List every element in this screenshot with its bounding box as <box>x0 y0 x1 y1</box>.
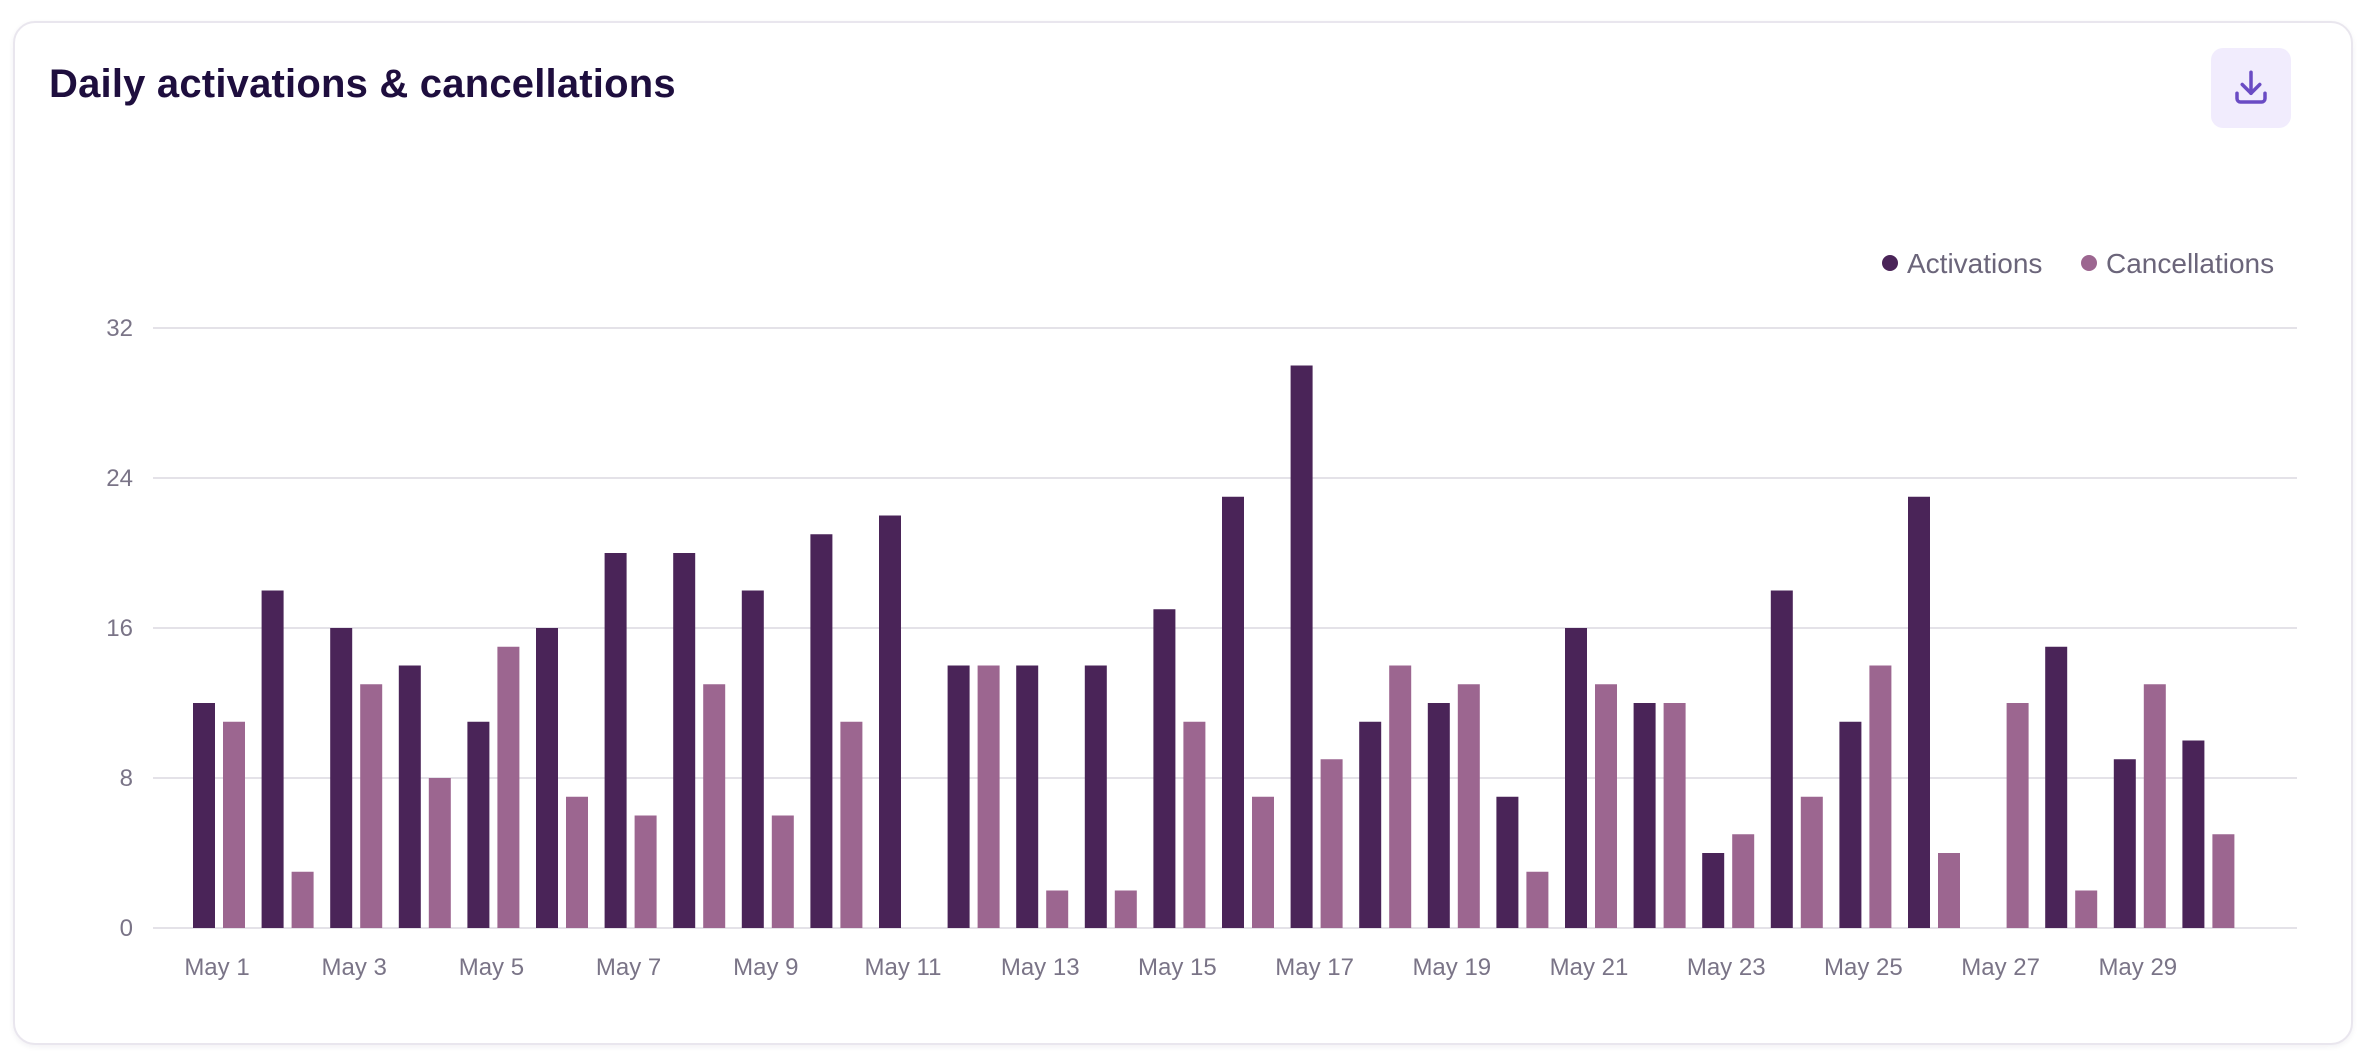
cancellations-bar <box>1046 890 1069 928</box>
x-tick-label: May 21 <box>1550 954 1629 981</box>
activations-bar <box>1016 665 1039 928</box>
activations-bar <box>673 553 696 928</box>
download-icon <box>2235 70 2267 104</box>
activations-bar <box>1427 703 1450 928</box>
cancellations-bar <box>497 646 520 928</box>
activations-bar <box>193 703 215 928</box>
x-tick-label: May 29 <box>2098 954 2177 981</box>
cancellations-bar <box>1252 796 1274 928</box>
activations-bar <box>261 590 284 928</box>
activations-bar <box>330 628 353 928</box>
x-tick-label: May 3 <box>322 954 387 981</box>
x-tick-label: May 25 <box>1824 954 1903 981</box>
cancellations-bar <box>1869 665 1892 928</box>
activations-bar <box>1084 665 1107 928</box>
cancellations-bar <box>2075 890 2098 928</box>
activations-bar <box>947 665 970 928</box>
cancellations-bar <box>1457 684 1480 928</box>
x-tick-label: May 13 <box>1001 954 1080 981</box>
activations-bar <box>741 590 764 928</box>
legend-cancellations-label: Cancellations <box>2106 248 2274 279</box>
cancellations-bar <box>977 665 1000 928</box>
activations-bar <box>2182 740 2205 928</box>
cancellations-bar <box>1800 796 1823 928</box>
cancellations-bar <box>428 778 451 928</box>
download-button[interactable] <box>2211 48 2291 128</box>
cancellations-bar <box>360 684 383 928</box>
cancellations-bar <box>291 871 314 928</box>
activations-bar <box>1908 496 1930 928</box>
x-tick-label: May 9 <box>733 954 798 981</box>
legend-activations-label: Activations <box>1907 248 2042 279</box>
cancellations-bar <box>1732 834 1755 928</box>
activations-bar <box>467 721 490 928</box>
legend-cancellations-marker <box>2081 255 2097 271</box>
activations-bar <box>1770 590 1793 928</box>
x-tick-label: May 19 <box>1412 954 1491 981</box>
cancellations-bar <box>1663 703 1686 928</box>
activations-bar <box>1633 703 1656 928</box>
cancellations-bar <box>634 815 657 928</box>
y-tick-label: 16 <box>106 615 133 642</box>
cancellations-bar <box>2143 684 2166 928</box>
y-tick-label: 8 <box>120 765 133 792</box>
activations-bar <box>810 534 833 928</box>
activations-bar <box>2045 646 2068 928</box>
activations-bar <box>536 628 558 928</box>
y-tick-label: 32 <box>106 315 133 342</box>
cancellations-bar <box>1183 721 1206 928</box>
x-tick-label: May 17 <box>1275 954 1354 981</box>
cancellations-bar <box>2212 834 2235 928</box>
legend-activations-marker <box>1882 255 1898 271</box>
cancellations-bar <box>566 796 588 928</box>
activations-bar <box>879 515 901 928</box>
activations-bar <box>1496 796 1519 928</box>
x-tick-label: May 11 <box>865 954 942 981</box>
activations-bar <box>1153 609 1176 928</box>
activations-bar <box>1222 496 1244 928</box>
x-tick-label: May 15 <box>1138 954 1217 981</box>
activations-bar <box>1359 721 1382 928</box>
y-tick-label: 0 <box>120 915 133 942</box>
x-tick-label: May 7 <box>596 954 661 981</box>
cancellations-bar <box>1114 890 1137 928</box>
x-tick-label: May 23 <box>1687 954 1766 981</box>
activations-bar <box>604 553 627 928</box>
y-tick-label: 24 <box>106 465 133 492</box>
cancellations-bar <box>840 721 863 928</box>
activations-bar <box>1702 853 1725 928</box>
activations-bar <box>1565 628 1587 928</box>
x-tick-label: May 5 <box>459 954 524 981</box>
cancellations-bar <box>1389 665 1412 928</box>
cancellations-bar <box>2006 703 2029 928</box>
cancellations-bar <box>1526 871 1549 928</box>
activations-bar <box>1839 721 1862 928</box>
cancellations-bar <box>1938 853 1960 928</box>
activations-bar <box>1290 365 1313 928</box>
cancellations-bar <box>703 684 726 928</box>
cancellations-bar <box>223 721 245 928</box>
activations-bar <box>2113 759 2136 928</box>
cancellations-bar <box>1595 684 1617 928</box>
x-tick-label: May 27 <box>1961 954 2040 981</box>
cancellations-bar <box>771 815 794 928</box>
chart-title: Daily activations & cancellations <box>49 62 676 106</box>
cancellations-bar <box>1320 759 1343 928</box>
activations-bar <box>398 665 421 928</box>
x-tick-label: May 1 <box>184 954 249 981</box>
